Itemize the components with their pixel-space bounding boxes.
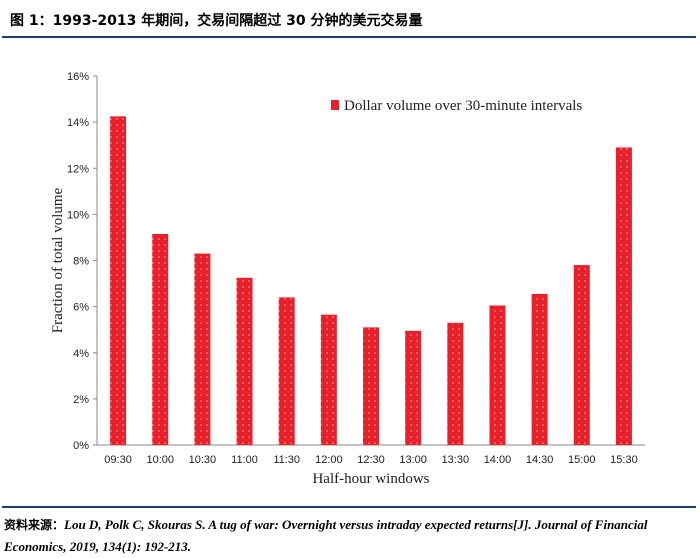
x-tick-label: 11:30 [273,454,300,466]
x-tick-label: 13:00 [399,454,427,466]
y-tick-label: 14% [67,117,89,129]
x-tick-label: 13:30 [442,454,470,466]
bar [489,305,506,445]
source-note: 资料来源：Lou D, Polk C, Skouras S. A tug of … [4,514,696,558]
x-tick-label: 12:30 [357,454,385,466]
x-tick-label: 15:00 [568,454,596,466]
bar [447,322,464,445]
y-tick-label: 12% [67,163,89,175]
source-citation: Lou D, Polk C, Skouras S. A tug of war: … [4,517,648,554]
x-tick-label: 09:30 [104,454,132,466]
bar [320,314,337,445]
x-tick-label: 14:30 [526,454,554,466]
bar-chart: 0% 2% 4% 6% 8% 10% 12% 14% 16% 09:30 10:00 10:30 11:… [50,71,645,487]
source-label: 资料来源： [4,518,65,532]
y-axis-title: Fraction of total volume [50,187,66,333]
y-tick-label: 0% [73,440,89,452]
bar [573,265,590,445]
x-tick-label: 11:00 [231,454,258,466]
y-tick-label: 4% [73,348,89,360]
x-tick-label: 14:00 [484,454,512,466]
bar [110,116,127,445]
x-tick-label: 10:00 [146,454,174,466]
x-tick-label: 15:30 [610,454,638,466]
bar [152,233,169,445]
figure-title: 图 1：1993-2013 年期间，交易间隔超过 30 分钟的美元交易量 [10,13,423,29]
title-bar: 图 1：1993-2013 年期间，交易间隔超过 30 分钟的美元交易量 [2,2,696,38]
y-tick-label: 6% [73,302,89,314]
y-tick-label: 2% [73,394,89,406]
bar [236,277,253,445]
bar [363,327,379,445]
x-axis-title: Half-hour windows [312,471,429,487]
x-tick-label: 12:00 [315,454,343,466]
bar [194,253,211,445]
chart-frame [2,38,696,508]
bar [615,147,632,445]
legend-label: Dollar volume over 30-minute intervals [344,98,582,114]
y-tick-label: 10% [67,209,89,221]
bar [531,293,548,445]
x-tick-label: 10:30 [189,454,217,466]
bar [405,330,422,445]
legend-swatch [331,100,339,110]
y-tick-label: 16% [67,71,89,83]
y-tick-label: 8% [73,256,89,268]
bar [278,297,295,445]
